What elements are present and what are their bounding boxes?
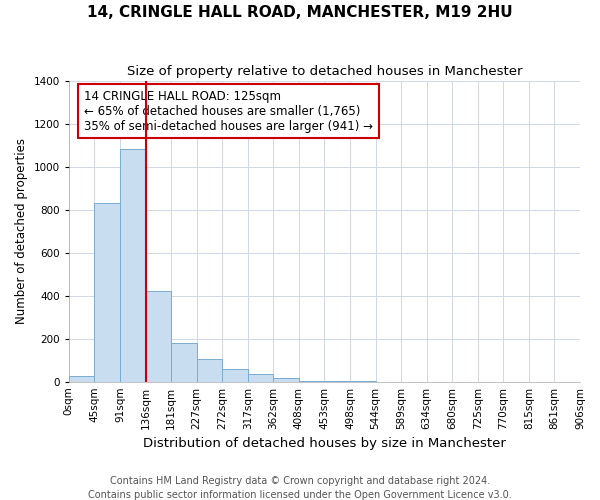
Title: Size of property relative to detached houses in Manchester: Size of property relative to detached ho…: [127, 65, 522, 78]
Bar: [69, 376, 94, 382]
Bar: [299, 380, 325, 382]
Bar: [273, 378, 299, 382]
Text: 14 CRINGLE HALL ROAD: 125sqm
← 65% of detached houses are smaller (1,765)
35% of: 14 CRINGLE HALL ROAD: 125sqm ← 65% of de…: [84, 90, 373, 132]
Bar: [146, 292, 171, 382]
Text: Contains HM Land Registry data © Crown copyright and database right 2024.
Contai: Contains HM Land Registry data © Crown c…: [88, 476, 512, 500]
Text: 14, CRINGLE HALL ROAD, MANCHESTER, M19 2HU: 14, CRINGLE HALL ROAD, MANCHESTER, M19 2…: [87, 5, 513, 20]
Y-axis label: Number of detached properties: Number of detached properties: [15, 138, 28, 324]
Bar: [94, 203, 120, 382]
Bar: [171, 343, 197, 382]
Bar: [222, 369, 248, 382]
X-axis label: Distribution of detached houses by size in Manchester: Distribution of detached houses by size …: [143, 437, 506, 450]
Bar: [197, 359, 222, 382]
Bar: [120, 150, 146, 382]
Bar: [248, 374, 273, 382]
